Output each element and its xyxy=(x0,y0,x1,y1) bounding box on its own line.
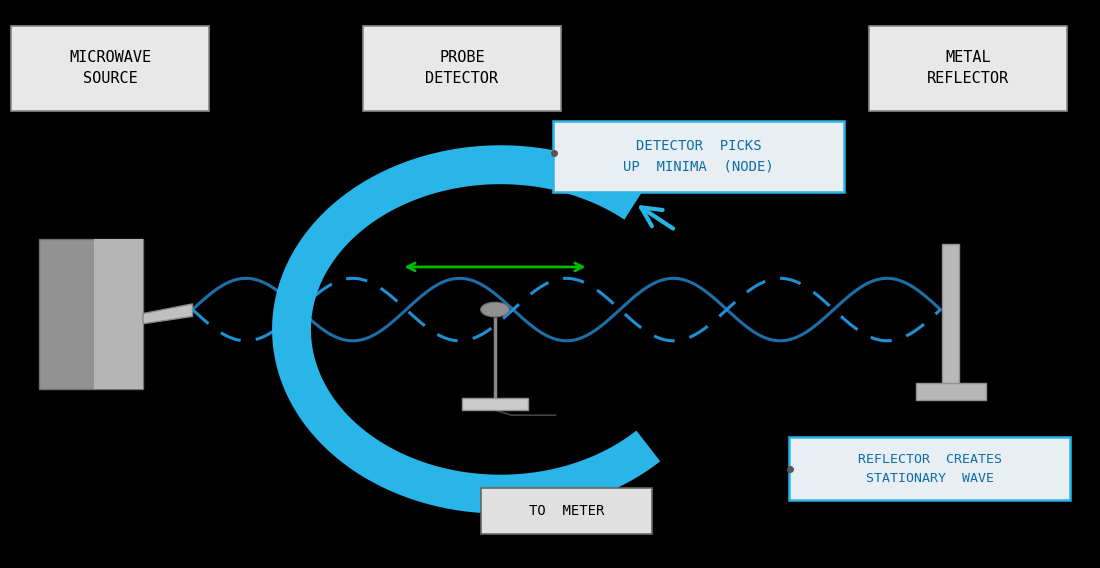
FancyBboxPatch shape xyxy=(482,488,651,534)
Circle shape xyxy=(481,302,509,317)
Text: MICROWAVE
SOURCE: MICROWAVE SOURCE xyxy=(69,50,151,86)
Polygon shape xyxy=(143,304,192,324)
Text: DETECTOR  PICKS
UP  MINIMA  (NODE): DETECTOR PICKS UP MINIMA (NODE) xyxy=(623,139,774,173)
FancyBboxPatch shape xyxy=(789,437,1069,500)
FancyBboxPatch shape xyxy=(916,383,986,400)
FancyBboxPatch shape xyxy=(39,239,143,389)
FancyBboxPatch shape xyxy=(462,398,528,410)
FancyBboxPatch shape xyxy=(94,239,143,389)
Text: TO  METER: TO METER xyxy=(529,504,604,518)
FancyBboxPatch shape xyxy=(11,26,209,111)
FancyBboxPatch shape xyxy=(363,26,561,111)
Text: REFLECTOR  CREATES
STATIONARY  WAVE: REFLECTOR CREATES STATIONARY WAVE xyxy=(858,453,1001,485)
Text: METAL
REFLECTOR: METAL REFLECTOR xyxy=(927,50,1009,86)
FancyBboxPatch shape xyxy=(869,26,1067,111)
FancyBboxPatch shape xyxy=(942,244,959,389)
FancyBboxPatch shape xyxy=(553,121,845,192)
Text: PROBE
DETECTOR: PROBE DETECTOR xyxy=(426,50,498,86)
